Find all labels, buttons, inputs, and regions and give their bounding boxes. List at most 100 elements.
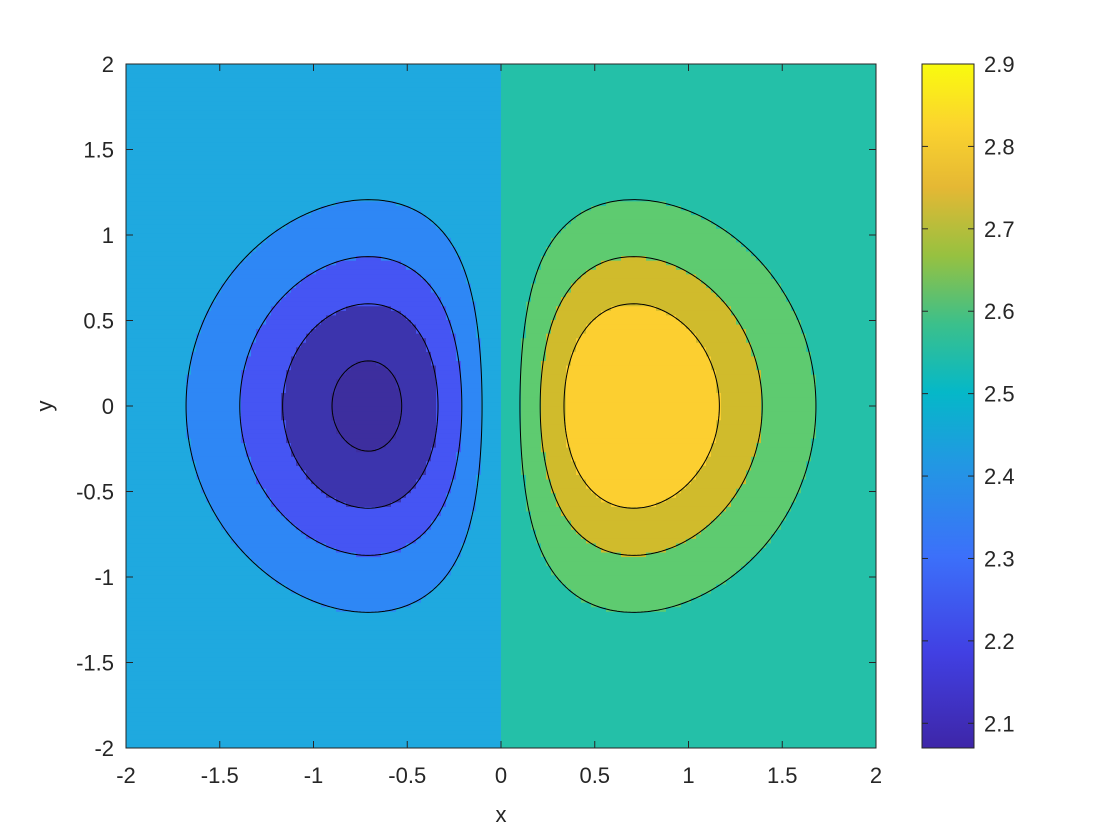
contour-cell xyxy=(276,693,282,699)
contour-cell xyxy=(276,319,282,325)
contour-cell xyxy=(141,638,147,644)
contour-cell xyxy=(226,497,232,503)
contour-cell xyxy=(266,478,272,485)
contour-cell xyxy=(216,538,222,544)
contour-cell xyxy=(261,634,267,640)
contour-cell xyxy=(201,574,207,580)
contour-cell xyxy=(231,447,237,453)
contour-cell xyxy=(196,223,202,229)
contour-cell xyxy=(161,437,167,444)
contour-cell xyxy=(236,114,242,120)
contour-cell xyxy=(216,296,222,302)
contour-cell xyxy=(246,433,252,439)
contour-cell xyxy=(266,606,272,612)
contour-cell xyxy=(191,592,197,599)
contour-cell xyxy=(161,73,167,79)
contour-cell xyxy=(126,561,132,567)
contour-cell xyxy=(186,250,192,257)
contour-cell xyxy=(126,460,132,466)
contour-cell xyxy=(126,679,132,685)
contour-cell xyxy=(241,547,247,553)
contour-cell xyxy=(271,510,277,517)
contour-cell xyxy=(261,305,267,311)
contour-cell xyxy=(191,442,197,448)
contour-cell xyxy=(286,624,292,631)
contour-cell xyxy=(136,606,142,612)
contour-cell xyxy=(266,620,272,626)
contour-cell xyxy=(196,237,202,243)
contour-cell xyxy=(146,255,152,261)
contour-cell xyxy=(171,173,177,179)
contour-cell xyxy=(216,529,222,535)
contour-cell xyxy=(171,684,177,690)
contour-cell xyxy=(226,588,232,594)
contour-cell xyxy=(136,141,142,147)
contour-cell xyxy=(206,597,212,603)
contour-cell xyxy=(261,556,267,562)
contour-cell xyxy=(131,164,137,170)
contour-cell xyxy=(176,743,182,748)
contour-cell xyxy=(161,542,167,548)
contour-cell xyxy=(241,360,247,366)
contour-cell xyxy=(256,456,262,462)
contour-cell xyxy=(186,497,192,503)
contour-cell xyxy=(286,529,292,535)
contour-cell xyxy=(176,611,182,617)
contour-cell xyxy=(146,64,152,70)
contour-cell xyxy=(196,150,202,156)
contour-cell xyxy=(141,114,147,120)
contour-cell xyxy=(171,561,177,567)
contour-cell xyxy=(126,415,132,421)
contour-cell xyxy=(221,620,227,626)
contour-cell xyxy=(221,583,227,589)
contour-cell xyxy=(216,588,222,594)
contour-cell xyxy=(126,392,132,398)
contour-cell xyxy=(211,579,217,585)
contour-cell xyxy=(216,716,222,722)
contour-cell xyxy=(156,583,162,589)
contour-cell xyxy=(126,456,132,462)
contour-cell xyxy=(261,583,267,589)
contour-cell xyxy=(241,232,247,238)
contour-cell xyxy=(231,305,237,311)
contour-cell xyxy=(266,323,272,330)
contour-cell xyxy=(201,570,207,576)
contour-cell xyxy=(221,118,227,124)
contour-cell xyxy=(251,488,257,494)
contour-cell xyxy=(261,333,267,339)
contour-cell xyxy=(216,492,222,498)
contour-cell xyxy=(141,228,147,234)
contour-cell xyxy=(181,146,187,152)
contour-cell xyxy=(136,515,142,521)
contour-cell xyxy=(161,638,167,644)
contour-cell xyxy=(251,305,257,311)
contour-cell xyxy=(241,282,247,289)
contour-cell xyxy=(201,551,207,558)
contour-cell xyxy=(231,68,237,74)
contour-cell xyxy=(231,296,237,302)
contour-cell xyxy=(276,647,282,653)
contour-cell xyxy=(171,597,177,603)
contour-cell xyxy=(196,205,202,211)
contour-cell xyxy=(286,433,292,439)
contour-cell xyxy=(171,64,177,70)
contour-cell xyxy=(256,118,262,124)
contour-cell xyxy=(151,360,157,366)
contour-cell xyxy=(151,611,157,617)
contour-cell xyxy=(151,661,157,667)
contour-cell xyxy=(136,456,142,462)
contour-cell xyxy=(156,501,162,507)
contour-cell xyxy=(251,711,257,717)
contour-cell xyxy=(181,501,187,507)
contour-cell xyxy=(126,64,132,70)
contour-cell xyxy=(206,333,212,339)
contour-cell xyxy=(271,173,277,179)
contour-cell xyxy=(171,570,177,576)
contour-cell xyxy=(201,624,207,631)
contour-cell xyxy=(141,305,147,311)
contour-cell xyxy=(191,155,197,161)
contour-cell xyxy=(176,720,182,726)
contour-cell xyxy=(216,579,222,585)
contour-cell xyxy=(236,588,242,594)
contour-cell xyxy=(266,574,272,580)
